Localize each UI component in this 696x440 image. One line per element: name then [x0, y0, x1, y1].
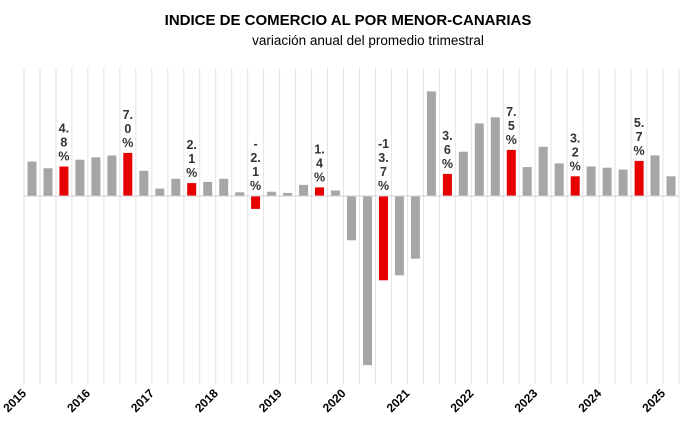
- bar-highlighted: [251, 196, 261, 209]
- chart-title: INDICE DE COMERCIO AL POR MENOR-CANARIAS: [165, 12, 532, 29]
- bar-highlighted: [123, 152, 133, 196]
- bar: [522, 167, 532, 196]
- x-tick-label: 2021: [384, 386, 413, 415]
- bar-highlighted: [59, 166, 69, 196]
- bar-highlighted: [442, 173, 452, 196]
- bars: [27, 91, 676, 366]
- bar: [602, 167, 612, 196]
- x-tick-label: 2024: [575, 386, 604, 415]
- data-label: -1 3. 7%: [378, 137, 389, 193]
- x-tick-label: 2022: [448, 386, 477, 415]
- bar: [347, 196, 356, 241]
- data-label: 7. 5%: [506, 105, 517, 147]
- bar: [235, 192, 245, 196]
- bar: [139, 170, 149, 196]
- chart-subtitle: variación anual del promedio trimestral: [252, 33, 484, 48]
- x-tick-label: 2015: [0, 386, 29, 415]
- data-labels: 4. 8 % 7. 0% 2. 1 % -2. 1 % 1. 4 % -1 3. 7 % 3. 6 % 7. 5% 3. 2 % 5…: [58, 105, 644, 193]
- bar: [666, 176, 676, 196]
- x-tick-label: 2017: [128, 386, 157, 415]
- bar: [267, 191, 277, 196]
- bar: [554, 163, 564, 196]
- bar: [203, 181, 213, 196]
- bar: [394, 196, 404, 276]
- bar: [299, 184, 309, 196]
- bar-highlighted: [379, 196, 388, 281]
- bar: [331, 190, 340, 196]
- data-label: 7. 0%: [122, 108, 133, 150]
- x-tick-label: 2023: [512, 386, 541, 415]
- bar: [618, 169, 628, 196]
- x-tick-label: 2018: [192, 386, 221, 415]
- bar: [410, 196, 420, 259]
- gridlines: [23, 68, 680, 384]
- bar: [155, 188, 165, 196]
- bar-highlighted: [506, 149, 516, 196]
- bar: [458, 151, 468, 196]
- bar: [91, 157, 101, 196]
- bar: [283, 192, 293, 196]
- bar-highlighted: [634, 160, 644, 196]
- bar: [219, 178, 229, 196]
- bar: [586, 166, 596, 196]
- bar-highlighted: [570, 176, 580, 196]
- data-label: 4. 8%: [58, 122, 69, 164]
- bar: [75, 159, 85, 196]
- bar: [27, 161, 37, 196]
- bar: [363, 196, 372, 366]
- data-label: -2. 1%: [250, 137, 261, 193]
- bar: [490, 117, 500, 196]
- bar: [426, 91, 436, 196]
- bar: [107, 155, 117, 196]
- bar-highlighted: [315, 187, 324, 196]
- data-label: 1. 4%: [314, 142, 325, 184]
- x-tick-label: 2025: [639, 386, 668, 415]
- bar: [650, 155, 660, 196]
- x-tick-label: 2020: [320, 386, 349, 415]
- data-label: 5. 7%: [634, 116, 645, 158]
- bar: [171, 178, 181, 196]
- x-axis-ticks: 2015 2016 2017 2018 2019 2020 2021 2022 2023 2024…: [0, 386, 668, 415]
- x-tick-label: 2016: [64, 386, 93, 415]
- bar: [474, 123, 484, 196]
- data-label: 2. 1%: [186, 138, 197, 180]
- data-label: 3. 6%: [442, 129, 453, 171]
- bar-highlighted: [187, 183, 197, 196]
- bar: [43, 168, 53, 196]
- data-label: 3. 2%: [570, 131, 581, 173]
- bar: [538, 146, 548, 196]
- x-tick-label: 2019: [256, 386, 285, 415]
